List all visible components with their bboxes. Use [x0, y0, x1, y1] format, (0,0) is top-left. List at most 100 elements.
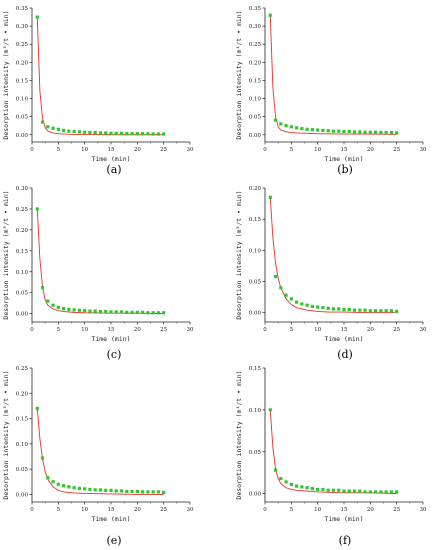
data-point: [62, 128, 66, 133]
data-point: [72, 129, 76, 134]
data-point: [321, 487, 325, 492]
data-point: [289, 297, 293, 301]
data-point: [268, 195, 272, 199]
data-point: [72, 308, 76, 312]
data-point: [46, 476, 50, 480]
x-tick-label: 5: [290, 507, 294, 513]
data-point: [88, 487, 92, 491]
panel-label: (a): [106, 163, 121, 176]
data-point: [109, 310, 113, 314]
y-tick-label: 0.00: [249, 311, 262, 317]
x-tick-label: 25: [160, 327, 167, 333]
x-tick-label: 30: [420, 507, 427, 513]
y-tick-label: 0.00: [249, 133, 262, 139]
x-tick-label: 5: [290, 147, 294, 153]
y-tick-label: 0.15: [16, 78, 29, 84]
data-point: [295, 126, 299, 130]
data-point: [368, 490, 372, 494]
x-tick-label: 30: [187, 147, 194, 153]
data-point: [62, 307, 66, 311]
x-axis-title: Time (min): [91, 155, 130, 163]
data-point: [67, 307, 71, 312]
data-point: [119, 310, 124, 314]
x-tick-label: 20: [134, 507, 141, 513]
data-point: [379, 309, 383, 313]
data-point: [156, 311, 160, 315]
data-point: [279, 286, 283, 290]
data-point: [389, 309, 393, 313]
data-point: [374, 309, 378, 313]
chart-panel-d: 0 5 10 15 20 25 30 0.00 0.05 0.10 0.15 0.20 Time (mi…: [235, 186, 427, 361]
chart-panel-e: 0 5 10 15 20 25 30 0.00 0.05 0.10 0.15 0.20 0.25 Time…: [2, 366, 194, 547]
data-point: [35, 207, 39, 211]
x-tick-label: 15: [108, 327, 115, 333]
data-point: [51, 126, 55, 130]
data-point: [98, 309, 103, 314]
data-point: [316, 128, 320, 132]
data-point: [162, 311, 166, 315]
data-point: [363, 490, 367, 494]
y-tick-label: 0.30: [16, 186, 29, 192]
data-point: [77, 130, 81, 134]
y-tick-label: 0.30: [249, 24, 262, 30]
x-tick-label: 15: [341, 507, 348, 513]
data-point: [130, 310, 134, 314]
data-point: [368, 309, 372, 313]
y-tick-label: 0.10: [16, 97, 29, 103]
data-point: [273, 118, 278, 122]
data-point: [268, 408, 272, 412]
y-axis-title: Desorption intensity (m³/t • min): [2, 370, 10, 499]
data-point: [342, 307, 346, 312]
data-point: [88, 309, 92, 313]
chart-panel-f: 0 5 10 15 20 25 30 0.00 0.05 0.10 0.15 Time (min) De…: [235, 366, 427, 547]
data-point: [316, 305, 320, 309]
x-axis-title: Time (min): [324, 335, 363, 343]
data-point: [331, 488, 336, 492]
data-point: [363, 130, 367, 134]
data-point: [273, 468, 278, 472]
x-tick-label: 15: [341, 147, 348, 153]
y-tick-label: 0.10: [249, 248, 262, 254]
y-axis-title: Desorption intensity (m³/t • min): [235, 370, 243, 499]
data-point: [395, 131, 399, 135]
data-point: [321, 128, 325, 133]
data-point: [93, 488, 97, 492]
data-point: [379, 130, 383, 135]
data-point: [358, 308, 362, 312]
data-point: [326, 488, 330, 492]
fit-curve: [36, 208, 164, 315]
fit-curve: [269, 409, 397, 495]
x-tick-label: 0: [263, 507, 267, 513]
x-tick-label: 5: [57, 147, 61, 153]
y-tick-label: 0.25: [16, 207, 29, 213]
data-point: [62, 484, 66, 488]
data-point: [162, 132, 166, 136]
data-point: [326, 129, 330, 133]
y-tick-label: 0.15: [16, 417, 29, 423]
data-point: [273, 274, 278, 279]
y-tick-label: 0.35: [16, 6, 29, 12]
y-tick-label: 0.00: [249, 492, 262, 498]
data-point: [395, 490, 399, 494]
x-tick-label: 0: [30, 327, 34, 333]
x-tick-label: 25: [393, 147, 400, 153]
y-tick-label: 0.05: [16, 467, 29, 473]
data-point: [51, 480, 55, 484]
data-point: [347, 489, 351, 493]
data-point: [104, 309, 108, 314]
data-point: [40, 286, 45, 290]
data-point: [40, 456, 45, 460]
x-axis-title: Time (min): [91, 515, 130, 523]
data-point: [98, 488, 103, 492]
data-point: [395, 309, 399, 313]
data-point: [51, 303, 55, 307]
data-point: [284, 480, 288, 484]
x-tick-label: 20: [367, 507, 374, 513]
data-point: [83, 487, 87, 491]
data-point: [305, 127, 309, 131]
data-point: [56, 482, 60, 486]
x-tick-label: 10: [314, 327, 321, 333]
panel-label: (d): [337, 348, 353, 361]
y-axis-title: Desorption intensity (m³/t • min): [235, 10, 243, 139]
x-tick-label: 20: [134, 327, 141, 333]
